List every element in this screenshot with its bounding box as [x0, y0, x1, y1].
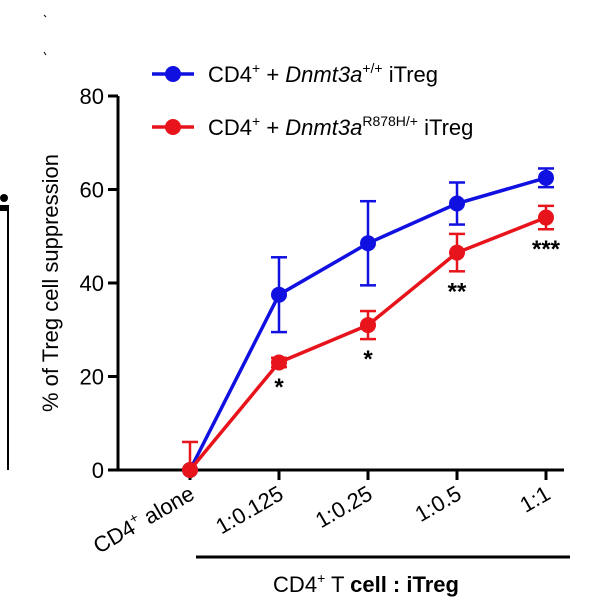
series-layer [182, 167, 554, 478]
significance-marker: * [363, 346, 373, 373]
x-tick-label: 1:0.125 [211, 481, 287, 539]
y-tick-label: 60 [80, 178, 104, 203]
legend-label: CD4+ + Dnmt3a+/+ iTreg [208, 60, 438, 87]
data-point [449, 195, 465, 212]
data-point [360, 317, 376, 334]
y-axis-label: % of Treg cell suppression [38, 154, 63, 412]
legend-swatch-marker [165, 66, 181, 82]
y-tick-label: 80 [80, 84, 104, 109]
series-1 [182, 167, 554, 478]
data-point [182, 462, 198, 478]
legend-item: CD4+ + Dnmt3aR878H/+ iTreg [152, 113, 473, 140]
x-tick-label: 1:1 [516, 481, 555, 518]
y-tick-label: 40 [80, 271, 104, 296]
x-tick-label: CD4+ alone [88, 479, 199, 558]
x-tick-label: 1:0.25 [311, 481, 376, 533]
legend-swatch-marker [165, 119, 181, 135]
y-tick-label: 0 [92, 458, 104, 483]
x-axis: CD4+ alone 1:0.125 1:0.25 1:0.5 1:1 [88, 468, 564, 558]
x-tick-label: 1:0.5 [411, 481, 466, 527]
data-point [271, 286, 287, 303]
significance-marker: ** [448, 278, 467, 305]
data-point [449, 244, 465, 261]
data-point [271, 354, 287, 371]
data-point [538, 209, 554, 226]
series-2 [182, 204, 554, 478]
legend-label: CD4+ + Dnmt3aR878H/+ iTreg [208, 113, 473, 140]
significance-marker: * [274, 374, 284, 401]
y-axis: 0 20 40 60 80 [80, 84, 120, 483]
neighbor-panel-fragment [0, 14, 47, 470]
legend: CD4+ + Dnmt3a+/+ iTreg CD4+ + Dnmt3aR878H… [152, 60, 473, 140]
significance-markers: ******* [274, 236, 560, 401]
y-tick-label: 20 [80, 365, 104, 390]
significance-marker: *** [532, 236, 561, 263]
x-axis-label: CD4+ T cell : iTreg [273, 570, 459, 597]
legend-item: CD4+ + Dnmt3a+/+ iTreg [152, 60, 438, 87]
data-point [360, 235, 376, 252]
data-point [538, 169, 554, 186]
